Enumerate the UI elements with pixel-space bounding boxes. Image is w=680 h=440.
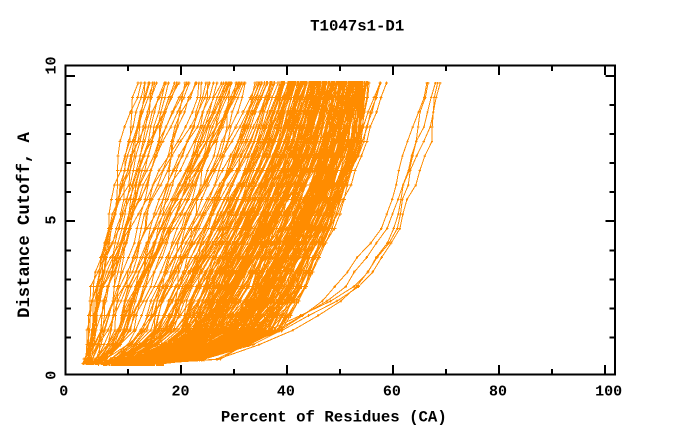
svg-text:20: 20 [171,383,189,400]
svg-text:10: 10 [44,56,61,74]
svg-text:0: 0 [59,383,68,400]
svg-text:100: 100 [595,383,622,400]
svg-text:Percent of Residues (CA): Percent of Residues (CA) [221,408,447,426]
svg-text:5: 5 [44,215,61,224]
svg-text:60: 60 [383,383,401,400]
svg-text:T1047s1-D1: T1047s1-D1 [310,18,404,36]
svg-text:80: 80 [489,383,507,400]
svg-text:0: 0 [44,371,61,380]
svg-text:40: 40 [277,383,295,400]
svg-text:Distance Cutoff, A: Distance Cutoff, A [16,131,35,317]
